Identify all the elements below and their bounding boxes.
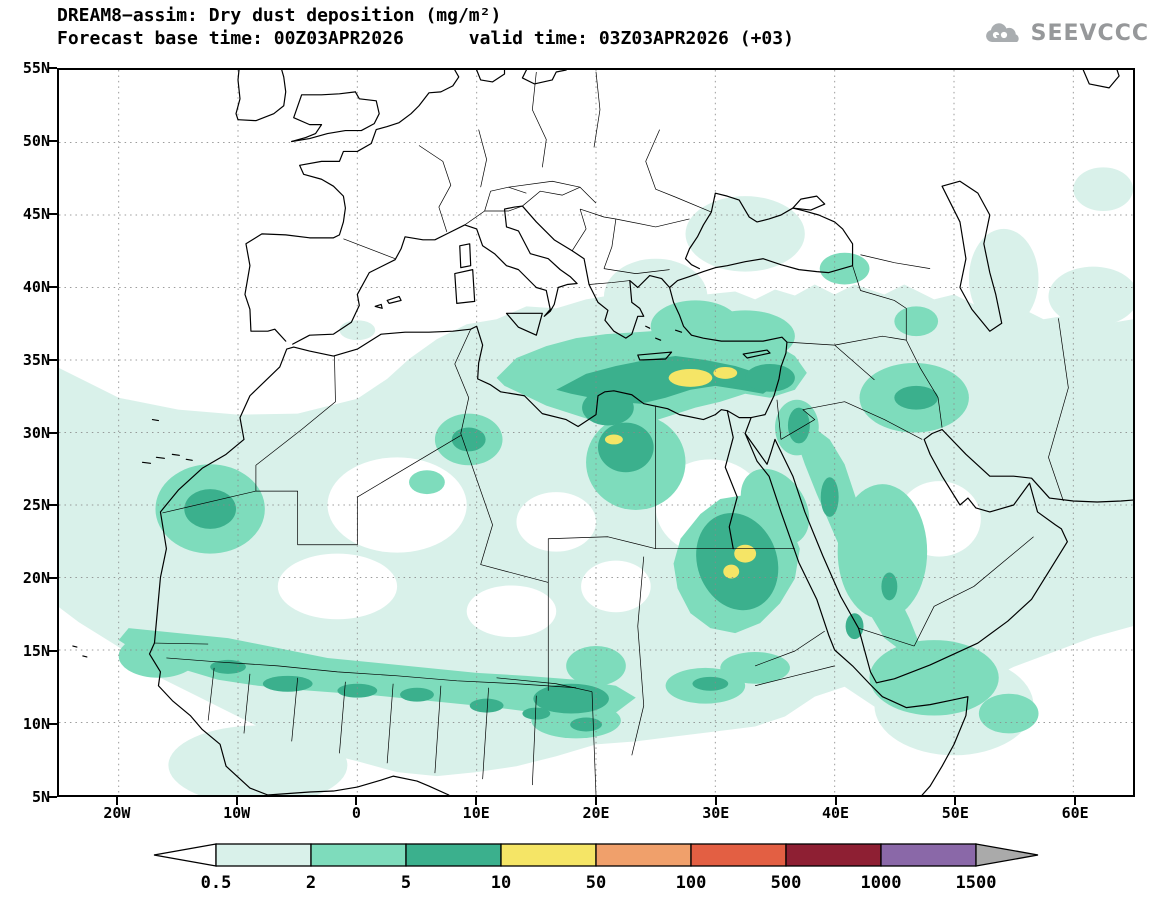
lat-tick-label: 10N	[22, 715, 50, 734]
lon-tick-mark	[355, 797, 358, 805]
lat-tick-label: 25N	[22, 496, 50, 515]
lat-tick-label: 30N	[22, 423, 50, 442]
lon-tick-label: 60E	[1061, 804, 1089, 822]
dust-map	[59, 70, 1133, 795]
dust-fill-level4-yellow	[604, 366, 757, 579]
colorbar-box	[690, 843, 787, 867]
lat-tick-mark	[49, 431, 57, 434]
colorbar-tick-label: 2	[306, 873, 316, 893]
map-plot-area	[57, 68, 1135, 797]
lon-tick-label: 10W	[223, 804, 251, 822]
lat-tick-label: 55N	[22, 59, 50, 77]
lat-tick-mark	[49, 650, 57, 653]
colorbar-tick-label: 1500	[956, 873, 997, 893]
coastlines-layer	[72, 70, 1133, 795]
lon-tick-label: 40E	[822, 804, 850, 822]
lat-tick-mark	[49, 285, 57, 288]
colorbar: 0.5 2 5 10 50 100 500 1000 1500	[152, 840, 1040, 900]
lat-tick-mark	[49, 212, 57, 215]
colorbar-tick-label: 50	[586, 873, 606, 893]
colorbar-svg: 0.5 2 5 10 50 100 500 1000 1500	[153, 843, 1039, 893]
lon-tick-mark	[475, 797, 478, 805]
lon-tick-mark	[595, 797, 597, 805]
colorbar-left-arrow	[153, 843, 217, 867]
lat-tick-mark	[49, 577, 57, 580]
lat-tick-mark	[49, 796, 57, 798]
borders-layer	[154, 71, 1069, 795]
colorbar-tick-label: 100	[676, 873, 707, 893]
lon-tick-mark	[115, 797, 118, 805]
lat-tick-mark	[49, 358, 57, 361]
cloud-icon	[985, 23, 1019, 42]
lat-tick-mark	[49, 504, 57, 507]
lat-tick-mark	[49, 67, 57, 69]
dust-fill-level3	[184, 356, 939, 732]
lon-tick-mark	[834, 797, 837, 805]
lon-tick-mark	[1074, 797, 1077, 805]
colorbar-tick-label: 500	[771, 873, 802, 893]
lat-tick-label: 40N	[22, 277, 50, 296]
lon-tick-label: 10E	[462, 804, 490, 822]
colorbar-tick-label: 5	[401, 873, 411, 893]
colorbar-box	[595, 843, 692, 867]
lon-tick-label: 20E	[582, 804, 610, 822]
colorbar-box	[880, 843, 977, 867]
colorbar-box	[500, 843, 597, 867]
lon-tick-mark	[954, 797, 957, 805]
lat-tick-label: 45N	[22, 204, 50, 223]
chart-title: DREAM8−assim: Dry dust deposition (mg/m²…	[57, 5, 502, 26]
lon-tick-label: 30E	[702, 804, 730, 822]
seevccc-logo: SEEVCCC	[982, 20, 1149, 46]
logo-text: SEEVCCC	[1030, 20, 1149, 46]
colorbar-tick-label: 10	[491, 873, 511, 893]
colorbar-box	[405, 843, 502, 867]
lon-tick-label: 0	[351, 804, 361, 822]
lon-tick-mark	[235, 797, 238, 805]
lat-tick-label: 50N	[22, 131, 50, 150]
colorbar-box	[215, 843, 312, 867]
colorbar-tick-label: 0.5	[201, 873, 232, 893]
lat-tick-label: 15N	[22, 642, 50, 661]
lat-tick-mark	[49, 139, 57, 142]
colorbar-box	[785, 843, 882, 867]
lat-tick-label: 20N	[22, 569, 50, 588]
graticule-grid	[59, 70, 1133, 795]
colorbar-tick-label: 1000	[861, 873, 902, 893]
lon-tick-mark	[714, 797, 717, 805]
lat-tick-label: 5N	[31, 788, 50, 806]
lon-tick-label: 50E	[941, 804, 969, 822]
colorbar-box	[310, 843, 407, 867]
lon-tick-label: 20W	[103, 804, 131, 822]
colorbar-right-arrow	[975, 843, 1039, 867]
lat-tick-label: 35N	[22, 350, 50, 369]
chart-subtitle: Forecast base time: 00Z03APR2026 valid t…	[57, 28, 794, 49]
lat-tick-mark	[49, 723, 57, 726]
